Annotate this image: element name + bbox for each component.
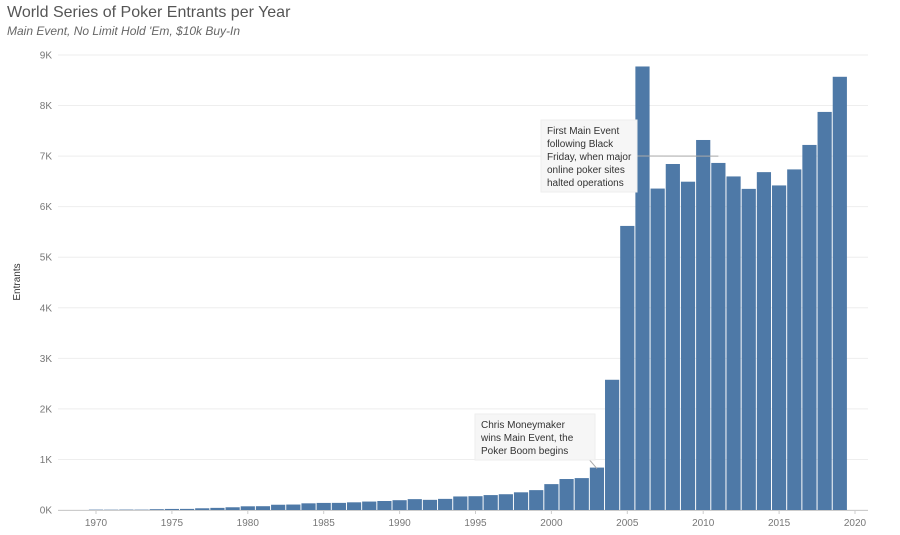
y-tick-label: 4K	[40, 303, 53, 314]
bar	[377, 501, 392, 510]
annotation-black-friday-box	[540, 119, 638, 193]
x-tick-label: 2000	[540, 518, 563, 529]
y-tick-label: 1K	[40, 455, 53, 466]
chart-title: World Series of Poker Entrants per Year	[7, 4, 291, 21]
bar	[787, 169, 802, 510]
bar	[498, 494, 513, 510]
bar	[468, 496, 483, 510]
y-tick-label: 0K	[40, 506, 53, 517]
annotation-black-friday-text: halted operations	[547, 178, 624, 189]
x-tick-label: 1990	[388, 518, 411, 529]
annotations: Chris Moneymaker wins Main Event, the Poke…	[474, 119, 719, 469]
y-tick-label: 3K	[40, 354, 53, 365]
bar	[179, 508, 195, 510]
annotation-moneymaker-text: Poker Boom begins	[481, 446, 568, 457]
annotation-moneymaker-text: Chris Moneymaker	[481, 420, 566, 431]
x-axis: 1970 1975 1980 1985 1990 1995 2000 2005 2010 2015…	[58, 510, 868, 529]
x-tick-label: 1980	[237, 518, 260, 529]
bar	[346, 502, 362, 510]
y-axis: 0K 1K 2K 3K 4K 5K 6K 7K 8K 9K	[40, 51, 53, 517]
y-tick-label: 2K	[40, 404, 53, 415]
bar	[680, 181, 696, 511]
x-tick-label: 2010	[692, 518, 715, 529]
annotation-black-friday-text: First Main Event	[547, 126, 619, 137]
y-tick-label: 8K	[40, 101, 53, 112]
x-tick-label: 1995	[464, 518, 487, 529]
bar	[513, 492, 529, 510]
bar	[149, 509, 164, 510]
y-tick-label: 7K	[40, 152, 53, 163]
x-tick-label: 1975	[161, 518, 184, 529]
chart-subtitle: Main Event, No Limit Hold 'Em, $10k Buy-…	[7, 24, 241, 38]
x-tick-label: 1970	[85, 518, 108, 529]
bar	[817, 111, 832, 511]
bar	[286, 504, 301, 510]
bar	[665, 163, 680, 510]
bar	[726, 176, 741, 510]
x-tick-label: 1985	[313, 518, 336, 529]
bar	[164, 508, 179, 510]
bar	[559, 479, 574, 510]
y-tick-label: 9K	[40, 51, 53, 62]
bar-series	[88, 66, 847, 511]
bar	[711, 162, 726, 511]
bar	[362, 501, 377, 510]
bar	[392, 500, 407, 510]
bar	[407, 499, 422, 510]
bar	[331, 502, 346, 510]
bar	[529, 490, 544, 510]
y-tick-label: 6K	[40, 202, 53, 213]
annotation-black-friday-text: online poker sites	[547, 165, 625, 176]
bar	[574, 478, 589, 510]
bar	[438, 498, 453, 510]
bar	[620, 225, 635, 510]
x-tick-label: 2005	[616, 518, 639, 529]
bar	[225, 507, 240, 510]
bar	[589, 467, 605, 510]
x-tick-label: 2015	[768, 518, 791, 529]
bar	[756, 172, 772, 511]
bar	[483, 495, 498, 510]
bar	[696, 139, 711, 510]
bar	[210, 507, 225, 510]
bar	[635, 66, 650, 511]
annotation-black-friday-text: following Black	[547, 139, 614, 150]
bar	[271, 504, 286, 510]
x-tick-label: 2020	[844, 518, 867, 529]
bar	[240, 506, 255, 510]
bar	[772, 185, 787, 510]
annotation-moneymaker-text: wins Main Event, the	[480, 433, 574, 444]
bar	[422, 499, 438, 510]
bar	[453, 496, 468, 510]
annotation-moneymaker-box	[474, 413, 596, 461]
bar	[301, 503, 316, 510]
y-axis-title: Entrants	[12, 263, 23, 300]
bar	[741, 188, 756, 511]
bar	[650, 188, 665, 510]
bar	[832, 76, 847, 511]
annotation-black-friday-text: Friday, when major	[547, 152, 632, 163]
bar	[802, 144, 817, 510]
bar	[605, 379, 620, 510]
bar	[195, 508, 210, 510]
bar	[544, 484, 559, 510]
bar	[255, 506, 271, 510]
y-tick-label: 5K	[40, 253, 53, 264]
bar	[316, 502, 331, 510]
